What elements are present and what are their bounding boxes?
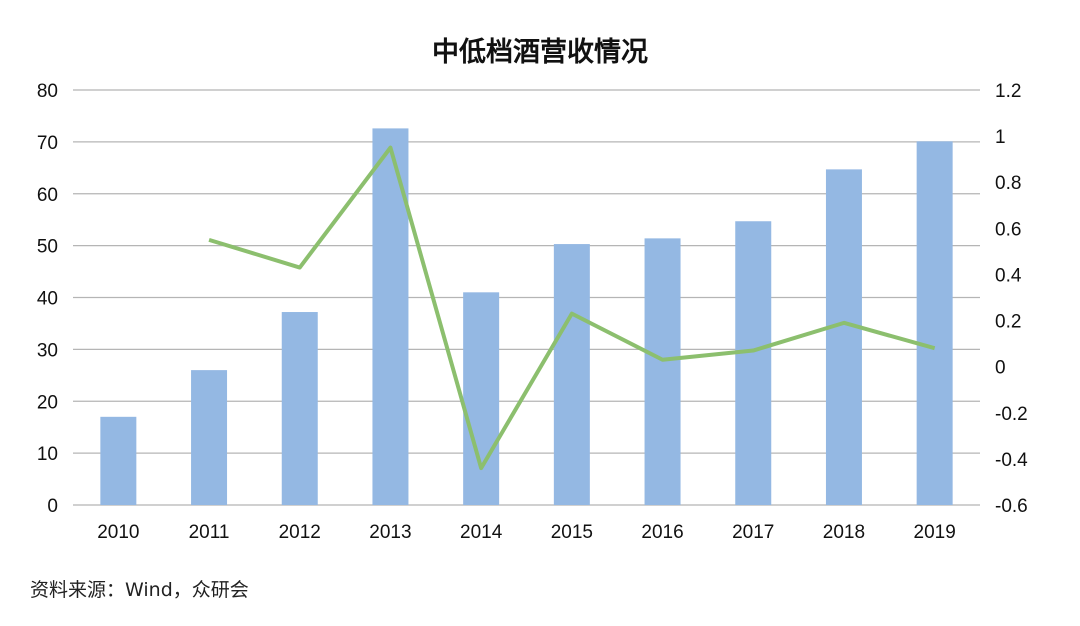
bar	[825, 169, 862, 505]
source-note: 资料来源：Wind，众研会	[30, 579, 249, 601]
bar	[553, 244, 590, 505]
chart-title: 中低档酒营收情况	[432, 37, 648, 68]
left-axis-tick-label: 50	[37, 237, 58, 258]
left-axis-tick-label: 70	[37, 133, 58, 154]
right-axis-tick-label: -0.6	[995, 496, 1028, 517]
right-axis-tick-label: 1.2	[995, 81, 1021, 102]
left-axis-tick-label: 20	[37, 392, 58, 413]
x-axis-tick-label: 2018	[823, 522, 865, 543]
bar	[191, 370, 228, 505]
right-axis-tick-label: 0.8	[995, 173, 1021, 194]
bar	[100, 416, 137, 505]
bar	[735, 221, 772, 505]
right-axis-tick-label: -0.4	[995, 450, 1028, 471]
right-axis-tick-label: 1	[995, 127, 1006, 148]
x-axis-tick-label: 2017	[732, 522, 774, 543]
right-axis-tick-label: 0.6	[995, 219, 1021, 240]
right-axis-tick-label: 0.4	[995, 265, 1022, 286]
x-axis-tick-label: 2013	[369, 522, 411, 543]
x-axis-tick-label: 2019	[914, 522, 956, 543]
bar	[916, 141, 953, 505]
x-axis-tick-label: 2016	[641, 522, 683, 543]
right-axis-tick-label: 0.2	[995, 312, 1021, 333]
x-axis-tick-label: 2010	[97, 522, 139, 543]
right-axis-tick-label: 0	[995, 358, 1006, 379]
bar	[463, 292, 500, 505]
bar	[644, 238, 681, 506]
x-axis-tick-label: 2015	[551, 522, 593, 543]
x-axis-tick-label: 2012	[279, 522, 321, 543]
right-axis-tick-label: -0.2	[995, 404, 1028, 425]
x-axis-tick-label: 2014	[460, 522, 503, 543]
bar	[281, 312, 318, 505]
x-axis-tick-label: 2011	[189, 522, 230, 543]
left-axis-tick-label: 40	[37, 289, 58, 310]
left-axis-tick-label: 10	[37, 444, 58, 465]
left-axis-tick-label: 80	[37, 81, 58, 102]
left-axis-tick-label: 60	[37, 185, 58, 206]
left-axis-tick-label: 0	[47, 496, 58, 517]
left-axis-tick-label: 30	[37, 340, 58, 361]
